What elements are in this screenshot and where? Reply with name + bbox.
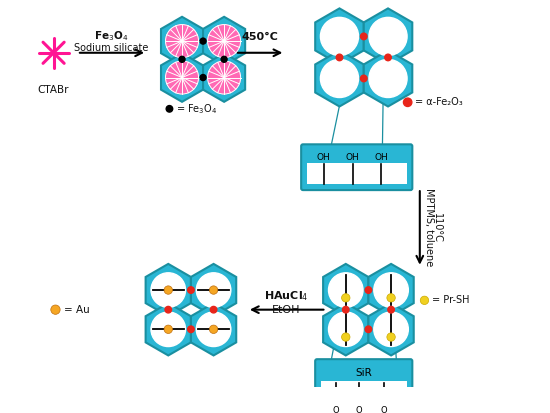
Polygon shape <box>203 53 245 102</box>
FancyBboxPatch shape <box>315 359 412 410</box>
Polygon shape <box>191 264 236 316</box>
Circle shape <box>387 333 395 341</box>
Circle shape <box>365 326 372 332</box>
Circle shape <box>207 25 240 57</box>
Circle shape <box>210 306 217 313</box>
Circle shape <box>200 38 206 44</box>
Text: Fe$_3$O$_4$: Fe$_3$O$_4$ <box>95 29 129 43</box>
Polygon shape <box>161 17 203 65</box>
Polygon shape <box>203 17 245 65</box>
FancyBboxPatch shape <box>307 163 406 185</box>
Circle shape <box>165 306 172 313</box>
Text: CTABr: CTABr <box>38 85 69 95</box>
Circle shape <box>196 273 231 307</box>
Text: OH: OH <box>317 153 331 162</box>
Text: SiR: SiR <box>355 368 372 378</box>
Circle shape <box>336 54 343 61</box>
Circle shape <box>369 17 407 55</box>
Polygon shape <box>146 303 191 356</box>
Circle shape <box>166 106 173 112</box>
Text: O: O <box>381 406 388 413</box>
Polygon shape <box>323 303 368 356</box>
Circle shape <box>166 25 199 57</box>
Polygon shape <box>364 8 412 64</box>
Circle shape <box>337 406 342 411</box>
Circle shape <box>388 306 394 313</box>
Circle shape <box>342 294 350 302</box>
Circle shape <box>321 59 359 97</box>
Text: OH: OH <box>375 153 388 162</box>
Circle shape <box>151 312 185 347</box>
Polygon shape <box>161 53 203 102</box>
Circle shape <box>342 333 350 341</box>
Text: 450°C: 450°C <box>241 32 278 42</box>
Text: O: O <box>356 406 362 413</box>
Text: = Fe$_3$O$_4$: = Fe$_3$O$_4$ <box>176 102 217 116</box>
Circle shape <box>420 296 428 304</box>
Polygon shape <box>191 303 236 356</box>
Polygon shape <box>315 50 364 107</box>
Circle shape <box>196 312 231 347</box>
FancyBboxPatch shape <box>321 381 406 404</box>
Circle shape <box>374 312 408 347</box>
Circle shape <box>188 287 194 293</box>
Circle shape <box>328 312 363 347</box>
Text: = α-Fe₂O₃: = α-Fe₂O₃ <box>415 97 463 107</box>
Polygon shape <box>368 264 414 316</box>
Circle shape <box>360 406 365 411</box>
Text: OH: OH <box>345 153 359 162</box>
Polygon shape <box>146 264 191 316</box>
Circle shape <box>404 98 412 107</box>
Circle shape <box>210 286 218 294</box>
Circle shape <box>369 59 407 97</box>
Circle shape <box>328 273 363 307</box>
Circle shape <box>386 406 390 411</box>
Circle shape <box>221 56 227 62</box>
FancyBboxPatch shape <box>301 144 412 190</box>
Circle shape <box>51 305 60 314</box>
Circle shape <box>164 325 173 333</box>
Circle shape <box>387 294 395 302</box>
Circle shape <box>343 306 349 313</box>
Text: Sodium silicate: Sodium silicate <box>74 43 148 53</box>
Text: 110°C: 110°C <box>432 213 442 242</box>
Circle shape <box>164 286 173 294</box>
Circle shape <box>378 406 383 411</box>
Text: HAuCl$_4$: HAuCl$_4$ <box>264 289 309 303</box>
Text: MPTMS, toluene: MPTMS, toluene <box>424 188 433 266</box>
Circle shape <box>365 287 372 293</box>
Circle shape <box>207 61 240 94</box>
Circle shape <box>321 17 359 55</box>
Circle shape <box>329 406 334 411</box>
Circle shape <box>188 326 194 332</box>
Circle shape <box>360 75 367 82</box>
Circle shape <box>353 406 358 411</box>
Polygon shape <box>315 8 364 64</box>
Circle shape <box>166 61 199 94</box>
Circle shape <box>200 74 206 81</box>
Circle shape <box>374 273 408 307</box>
Polygon shape <box>364 50 412 107</box>
Circle shape <box>179 56 185 62</box>
Text: = Au: = Au <box>64 305 90 315</box>
Text: EtOH: EtOH <box>272 305 300 315</box>
Polygon shape <box>368 303 414 356</box>
Circle shape <box>151 273 185 307</box>
Polygon shape <box>323 264 368 316</box>
Text: O: O <box>332 406 339 413</box>
Text: = Pr-SH: = Pr-SH <box>432 295 470 305</box>
Circle shape <box>385 54 391 61</box>
Circle shape <box>360 33 367 40</box>
Circle shape <box>210 325 218 333</box>
